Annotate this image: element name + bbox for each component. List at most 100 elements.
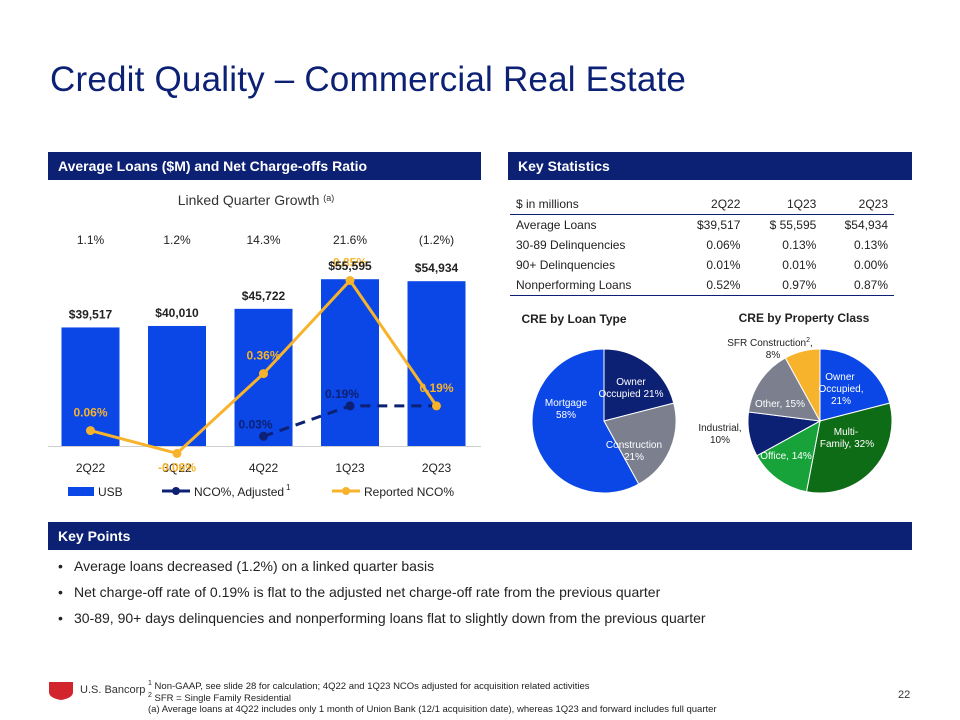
adjusted-nco-label: 0.19%	[325, 387, 359, 401]
reported-nco-point	[172, 448, 182, 458]
table-cell: 0.52%	[674, 275, 747, 296]
property-class-pie-slice	[784, 348, 821, 422]
column-header: 2Q23	[822, 194, 894, 215]
footnote-1: 1 Non-GAAP, see slide 28 for calculation…	[148, 680, 590, 693]
table-cell: 0.13%	[782, 238, 817, 252]
table-cell: 0.97%	[746, 275, 823, 296]
pie2-other-label: Other, 15%	[755, 399, 805, 410]
table-cell: 30-89 Delinquencies	[516, 238, 626, 252]
category-label: 3Q22	[162, 461, 192, 475]
category-label: 2Q22	[76, 461, 106, 475]
property-class-pie-slice	[756, 420, 821, 493]
legend-adjusted-label: NCO%, Adjusted	[194, 485, 284, 499]
pie2-office-label: Office, 14%	[760, 451, 812, 462]
property-class-pie-slice	[748, 357, 821, 422]
pie1-construction-label-1: Construction	[606, 440, 662, 451]
reported-nco-label: 0.06%	[73, 406, 107, 420]
legend-usb-swatch	[68, 487, 94, 496]
growth-label: 1.1%	[77, 233, 105, 247]
reported-nco-label: 0.19%	[419, 381, 453, 395]
table-cell: 0.01%	[706, 258, 741, 272]
bar-value-label: $55,595	[328, 259, 372, 273]
table-cell: 0.06%	[706, 238, 741, 252]
footnote-a: (a) Average loans at 4Q22 includes only …	[148, 704, 717, 715]
table-cell: 0.01%	[782, 258, 817, 272]
property-class-pie-title: CRE by Property Class	[739, 311, 870, 325]
reported-nco-point	[345, 276, 355, 285]
loan-type-pie-slice	[531, 348, 640, 494]
list-item: • Average loans decreased (1.2%) on a lin…	[58, 556, 706, 582]
category-label: 4Q22	[249, 461, 279, 475]
loan-type-pie-title: CRE by Loan Type	[521, 312, 626, 326]
table-cell: $54,934	[844, 218, 888, 232]
key-point-text: Net charge-off rate of 0.19% is flat to …	[74, 584, 661, 600]
pie1-owner-label-1: Owner	[616, 377, 646, 388]
table-row: Nonperforming Loans 0.52% 0.97% 0.87%	[510, 275, 894, 296]
pie2-multifamily-label-1: Multi-	[834, 427, 858, 438]
table-row: Average Loans $39,517 $ 55,595 $54,934	[510, 215, 894, 236]
growth-label: 21.6%	[333, 233, 367, 247]
cre-pie-charts: CRE by Loan Type CRE by Property Class O…	[521, 311, 893, 494]
category-label: 2Q23	[422, 461, 452, 475]
footnote-2: 2 SFR = Single Family Residential	[148, 692, 292, 705]
bar-value-label: $40,010	[155, 306, 199, 320]
table-cell: 0.00%	[853, 258, 888, 272]
pie2-owner-label-2: Occupied,	[818, 384, 863, 395]
page-title: Credit Quality – Commercial Real Estate	[50, 60, 687, 99]
table-cell: 90+ Delinquencies	[516, 258, 616, 272]
growth-label: (1.2%)	[419, 233, 454, 247]
growth-label: 14.3%	[246, 233, 280, 247]
pie2-sfr-label-1: SFR Construction2,	[727, 337, 813, 349]
legend-reported-label: Reported NCO%	[364, 485, 454, 499]
table-cell: $39,517	[697, 218, 741, 232]
list-item: • Net charge-off rate of 0.19% is flat to…	[58, 582, 706, 608]
pie2-owner-label-1: Owner	[825, 372, 855, 383]
pie1-construction-label-2: 21%	[624, 452, 644, 463]
reported-nco-label: 0.85%	[333, 256, 367, 270]
table-cell: Nonperforming Loans	[510, 275, 675, 296]
reported-nco-label: 0.36%	[246, 349, 280, 363]
loan-type-pie-slice	[603, 348, 675, 422]
property-class-pie-slice	[805, 402, 893, 494]
growth-label: 1.2%	[163, 233, 191, 247]
reported-nco-label: -0.06%	[158, 460, 196, 474]
table-cell: Average Loans	[516, 218, 597, 232]
loans-chart-header: Average Loans ($M) and Net Charge-offs R…	[48, 152, 481, 180]
loans-nco-chart: Linked Quarter Growth (a) 1.1% 1.2% 14.3% 2…	[48, 192, 481, 499]
bar	[407, 281, 466, 446]
shield-logo-icon	[49, 682, 73, 700]
category-label: 1Q23	[335, 461, 365, 475]
pie2-multifamily-label-2: Family, 32%	[820, 439, 874, 450]
reported-nco-point	[259, 369, 268, 379]
pie2-sfr-label-2: 8%	[766, 350, 781, 361]
column-header: 1Q23	[746, 194, 823, 215]
growth-title: Linked Quarter Growth	[178, 192, 320, 208]
property-class-pie-slice	[819, 348, 891, 422]
pie2-industrial-label-1: Industrial,	[698, 423, 741, 434]
table-header-row: $ in millions 2Q22 1Q23 2Q23	[510, 194, 894, 215]
table-cell: 0.87%	[822, 275, 894, 296]
table-row: 30-89 Delinquencies 0.06% 0.13% 0.13%	[510, 235, 894, 255]
reported-nco-point	[432, 401, 441, 411]
page-number: 22	[898, 689, 911, 701]
list-item: • 30-89, 90+ days delinquencies and nonpe…	[58, 608, 706, 634]
key-points-list: • Average loans decreased (1.2%) on a lin…	[58, 556, 706, 634]
bar-value-label: $39,517	[69, 307, 113, 321]
chart-legend: USB NCO%, Adjusted 1 Reported NCO%	[68, 483, 454, 499]
legend-adjusted-note: 1	[286, 483, 291, 492]
usbancorp-logo	[48, 681, 74, 701]
pie2-owner-label-3: 21%	[831, 396, 851, 407]
bar-value-label: $54,934	[415, 261, 459, 275]
column-header: 2Q22	[674, 194, 747, 215]
legend-adjusted-marker	[172, 487, 180, 495]
bar	[148, 325, 206, 446]
adjusted-nco-point	[345, 401, 355, 411]
pie1-owner-label-2: Occupied 21%	[598, 389, 663, 400]
bar-value-label: $45,722	[242, 289, 286, 303]
adjusted-nco-label: 0.03%	[238, 417, 272, 431]
legend-reported-marker	[342, 487, 350, 495]
loan-type-pie-slice	[603, 402, 677, 485]
reported-nco-point	[86, 426, 95, 436]
table-cell: $ 55,595	[769, 218, 817, 232]
key-point-text: 30-89, 90+ days delinquencies and nonper…	[74, 610, 706, 626]
